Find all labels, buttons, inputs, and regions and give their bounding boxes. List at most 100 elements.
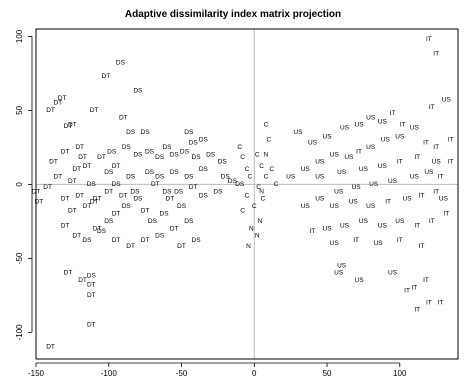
- point-label: DT: [93, 196, 102, 203]
- point-label: DS: [130, 188, 140, 195]
- point-label: C: [269, 166, 274, 173]
- point-label: DT: [46, 344, 55, 351]
- point-label: DT: [119, 193, 128, 200]
- point-label: DS: [104, 218, 114, 225]
- point-label: DS: [104, 169, 114, 176]
- point-label: IT: [423, 277, 429, 284]
- point-label: DS: [155, 154, 165, 161]
- point-label: DT: [177, 243, 186, 250]
- point-label: US: [378, 222, 388, 229]
- point-label: DS: [170, 169, 180, 176]
- point-label: US: [315, 173, 325, 180]
- point-label: DS: [97, 228, 107, 235]
- point-label: US: [308, 139, 318, 146]
- point-label: DS: [122, 144, 132, 151]
- point-label: DS: [199, 166, 209, 173]
- point-label: C: [245, 166, 250, 173]
- point-label: DT: [93, 225, 102, 232]
- y-tick-label: -100: [15, 324, 24, 341]
- point-label: DS: [155, 233, 165, 240]
- point-label: US: [286, 173, 296, 180]
- point-label: DT: [112, 163, 121, 170]
- point-label: DT: [141, 208, 150, 215]
- point-label: DT: [53, 99, 62, 106]
- point-label: N: [249, 225, 254, 232]
- point-label: DS: [184, 218, 194, 225]
- point-label: DS: [145, 148, 155, 155]
- point-label: DT: [166, 196, 175, 203]
- point-label: DT: [53, 173, 62, 180]
- point-label: US: [337, 169, 347, 176]
- point-label: DT: [64, 270, 73, 277]
- point-label: IT: [429, 218, 435, 225]
- point-label: DS: [192, 154, 202, 161]
- point-label: DT: [126, 243, 135, 250]
- point-label: DS: [184, 129, 194, 136]
- point-label: DS: [126, 129, 136, 136]
- point-label: IT: [414, 307, 420, 314]
- point-label: DS: [133, 196, 143, 203]
- point-label: IT: [419, 243, 425, 250]
- point-label: IT: [400, 122, 406, 129]
- point-label: US: [315, 159, 325, 166]
- point-label: US: [395, 218, 405, 225]
- point-label: DS: [82, 237, 92, 244]
- point-label: C: [248, 173, 253, 180]
- point-label: IT: [443, 210, 449, 217]
- point-label: C: [259, 163, 264, 170]
- point-label: C: [237, 144, 242, 151]
- point-label: DS: [133, 88, 143, 95]
- point-label: DT: [72, 166, 81, 173]
- point-label: DS: [145, 169, 155, 176]
- point-label: IT: [356, 148, 362, 155]
- point-label: IT: [310, 228, 316, 235]
- point-label: US: [366, 203, 376, 210]
- point-label: DS: [189, 139, 199, 146]
- point-label: DS: [199, 136, 209, 143]
- point-label: N: [258, 218, 263, 225]
- point-label: IT: [426, 299, 432, 306]
- point-label: DS: [221, 173, 231, 180]
- x-tick-label: -50: [176, 369, 188, 378]
- point-label: DT: [87, 282, 96, 289]
- point-label: DS: [199, 193, 209, 200]
- point-label: IT: [438, 173, 444, 180]
- point-label: US: [439, 196, 449, 203]
- point-label: IT: [414, 154, 420, 161]
- point-label: US: [388, 178, 398, 185]
- x-tick-label: -100: [101, 369, 118, 378]
- point-label: US: [340, 125, 350, 132]
- point-label: US: [301, 203, 311, 210]
- point-label: DS: [87, 273, 97, 280]
- chart-title: Adaptive dissimilarity index matrix proj…: [125, 9, 341, 20]
- point-label: C: [255, 151, 260, 158]
- point-label: C: [274, 181, 279, 188]
- y-tick-label: 100: [15, 29, 24, 43]
- point-label: DS: [180, 148, 190, 155]
- point-label: DT: [90, 199, 99, 206]
- point-label: DS: [177, 203, 187, 210]
- point-label: IT: [419, 193, 425, 200]
- point-label: DT: [78, 277, 87, 284]
- point-label: US: [344, 154, 354, 161]
- point-label: DT: [87, 292, 96, 299]
- point-label: DT: [104, 188, 113, 195]
- point-label: DS: [116, 60, 126, 67]
- x-tick-label: 100: [393, 369, 407, 378]
- point-label: IT: [411, 284, 417, 291]
- point-label: C: [261, 196, 266, 203]
- point-label: DT: [78, 154, 87, 161]
- point-label: US: [323, 134, 333, 141]
- point-label: US: [442, 97, 452, 104]
- point-label: DS: [213, 188, 223, 195]
- point-label: US: [340, 222, 350, 229]
- point-label: US: [355, 277, 365, 284]
- point-label: DT: [46, 107, 55, 114]
- x-tick-label: 0: [252, 369, 257, 378]
- point-label: US: [381, 136, 391, 143]
- point-label: DS: [160, 210, 170, 217]
- point-label: US: [355, 122, 365, 129]
- point-label: C: [264, 173, 269, 180]
